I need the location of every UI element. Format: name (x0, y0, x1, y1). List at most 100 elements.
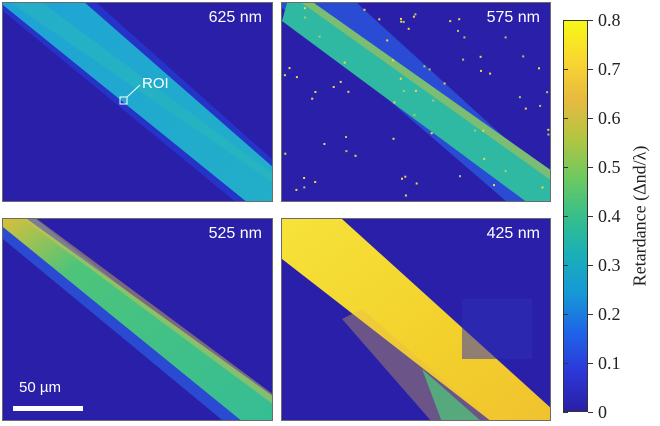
speckle (546, 91, 549, 94)
colorbar-tick-mark-inner (563, 20, 568, 21)
speckle (304, 16, 307, 19)
speckle (449, 20, 452, 23)
speckle (524, 107, 527, 110)
speckle (462, 58, 465, 61)
colorbar-tick-mark (588, 363, 593, 364)
speckle (430, 132, 433, 135)
colorbar-tick-label: 0 (598, 402, 607, 422)
speckle (413, 114, 416, 116)
colorbar-tick-mark (588, 412, 593, 413)
colorbar-tick-mark (588, 265, 593, 266)
speckle (303, 186, 306, 189)
speckle (311, 97, 314, 100)
speckle (400, 20, 403, 23)
colorbar-tick-label: 0.8 (598, 10, 621, 30)
colorbar-tick-mark-inner (563, 167, 568, 168)
colorbar-tick-label: 0.5 (598, 157, 621, 177)
roi-label: ROI (142, 75, 169, 92)
speckle (354, 154, 357, 157)
speckle (402, 20, 405, 23)
colorbar-tick-mark-inner (563, 118, 568, 119)
colorbar-tick-mark (588, 118, 593, 119)
panel-525nm: 50 µm 525 nm (2, 218, 273, 421)
speckle (378, 18, 381, 21)
speckle (407, 27, 410, 30)
speckle (463, 36, 466, 39)
speckle (412, 15, 415, 18)
speckle (414, 89, 417, 92)
speckle (504, 36, 507, 39)
retardance-map-625 (3, 3, 272, 201)
colorbar-tick-mark (588, 167, 593, 168)
speckle (295, 76, 298, 79)
wavelength-label-625: 625 nm (208, 9, 262, 26)
speckle (343, 61, 346, 64)
speckle (386, 39, 389, 42)
speckle (404, 194, 407, 197)
speckle (314, 181, 317, 183)
speckle (402, 90, 405, 92)
speckle (295, 188, 298, 191)
speckle (392, 59, 395, 62)
speckle (474, 129, 477, 132)
retardance-map-425 (282, 219, 550, 420)
speckle (363, 8, 366, 11)
speckle (482, 129, 485, 132)
speckle (423, 65, 426, 68)
speckle (547, 128, 550, 131)
speckle (288, 67, 291, 70)
colorbar-tick-mark-inner (563, 265, 568, 266)
speckle (459, 175, 461, 178)
panel-575nm: 575 nm (281, 2, 551, 202)
scalebar-label: 50 µm (19, 379, 61, 396)
speckle (547, 133, 550, 136)
speckle (541, 186, 544, 189)
colorbar-tick-mark-inner (563, 363, 568, 364)
colorbar-tick-mark-inner (563, 69, 568, 70)
colorbar-tick-label: 0.4 (598, 206, 621, 226)
wavelength-label-525: 525 nm (208, 225, 262, 242)
speckle (284, 152, 287, 155)
speckle (522, 55, 525, 58)
speckle (443, 82, 446, 85)
speckle (392, 137, 395, 140)
speckle (457, 29, 459, 32)
speckle (339, 80, 342, 83)
wavelength-label-575: 575 nm (486, 9, 540, 26)
wavelength-label-425: 425 nm (486, 225, 540, 242)
colorbar-tick-mark-inner (563, 314, 568, 315)
speckle (314, 91, 317, 93)
speckle (393, 101, 396, 104)
speckle (401, 177, 403, 180)
colorbar-tick-label: 0.1 (598, 353, 621, 373)
scalebar (13, 406, 83, 411)
colorbar-tick-label: 0.7 (598, 59, 621, 79)
speckle (539, 104, 542, 107)
colorbar-tick-mark (588, 216, 593, 217)
speckle (318, 35, 321, 38)
colorbar-tick-label: 0.3 (598, 255, 621, 275)
speckle (415, 182, 418, 185)
retardance-map-525 (3, 219, 272, 420)
speckle (332, 86, 335, 88)
speckle (432, 99, 435, 102)
speckle (493, 184, 495, 187)
colorbar-title: Retardance (Δnd/λ) (629, 145, 650, 287)
colorbar-tick-mark-inner (563, 216, 568, 217)
speckle (404, 175, 407, 178)
speckle (479, 55, 482, 58)
retardance-map-575 (282, 3, 550, 201)
colorbar-tick-mark (588, 20, 593, 21)
speckle (345, 136, 347, 138)
speckle (400, 17, 402, 20)
colorbar-tick-mark (588, 314, 593, 315)
speckle (489, 72, 492, 75)
speckle (458, 18, 461, 21)
speckle (480, 69, 482, 72)
speckle (518, 96, 521, 99)
colorbar-tick-label: 0.6 (598, 108, 621, 128)
speckle (504, 170, 507, 172)
speckle (345, 150, 348, 153)
colorbar-tick-mark-inner (563, 412, 568, 413)
